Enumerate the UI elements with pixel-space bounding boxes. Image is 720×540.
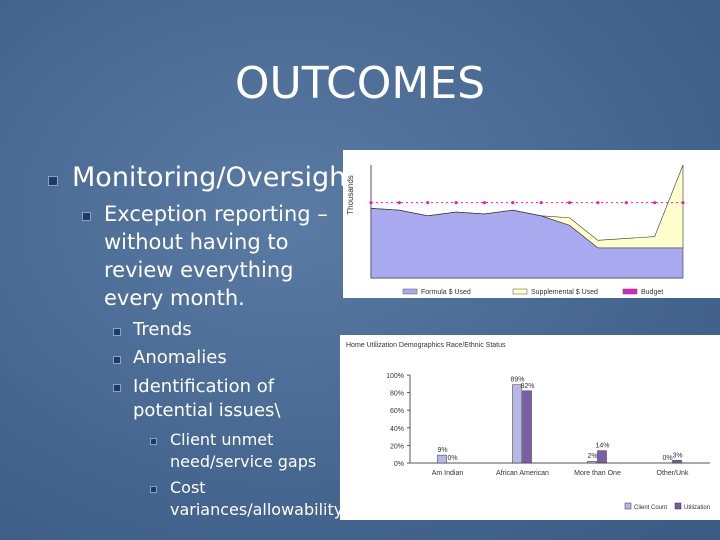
data-label: 14%: [595, 443, 609, 450]
legend-swatch: [402, 288, 418, 295]
data-label: 2%: [587, 453, 597, 460]
chart-title: Home Utilization Demographics Race/Ethni…: [346, 342, 506, 349]
legend-swatch: [512, 288, 528, 295]
bullet: Identification of potential issues\: [133, 376, 281, 421]
y-tick-label: 40%: [390, 426, 404, 433]
legend-label: Client Count: [634, 505, 667, 511]
point: [567, 201, 572, 205]
bullet: Trends: [133, 319, 192, 340]
data-label: 89%: [510, 377, 524, 384]
point: [454, 201, 458, 205]
chart-bar: Home Utilization Demographics Race/Ethni…: [340, 335, 720, 520]
legend-label: Supplemental $ Used: [531, 289, 598, 296]
bullet-marker: [150, 438, 157, 445]
x-tick-label: Am Indian: [432, 470, 464, 477]
y-tick-label: 100%: [386, 373, 404, 380]
point: [482, 201, 487, 205]
data-label: 9%: [437, 447, 447, 454]
legend-swatch: [674, 502, 682, 510]
data-label: 0%: [662, 455, 672, 462]
chart-area: Thousands Formula $ Used Supplemental $ U…: [343, 150, 720, 298]
bullet: Cost variances/allowability: [170, 478, 344, 519]
area: [370, 164, 684, 249]
x-tick-label: Other/Unk: [657, 470, 689, 477]
bullet: Exception reporting – without having to …: [104, 202, 328, 310]
y-axis-label: Thousands: [346, 175, 355, 215]
y-tick-label: 80%: [390, 391, 404, 398]
legend-label: Budget: [641, 289, 663, 296]
point: [511, 201, 515, 205]
bullet: Monitoring/Oversight: [72, 162, 357, 193]
point: [653, 201, 657, 205]
data-label: 82%: [520, 383, 534, 390]
y-tick-label: 60%: [390, 408, 404, 415]
bar: [437, 454, 447, 464]
bar: [672, 460, 682, 464]
bullet: Client unmet need/service gaps: [170, 430, 317, 471]
slide-title: OUTCOMES: [234, 58, 486, 109]
point: [426, 201, 430, 205]
bullet-marker: [113, 328, 121, 336]
bar: [512, 384, 522, 464]
data-label: 0%: [447, 455, 457, 462]
y-tick-label: 20%: [390, 443, 404, 450]
bullet-marker: [113, 356, 121, 364]
bullet-marker: [82, 212, 91, 221]
bullet-marker: [48, 176, 58, 186]
point: [539, 201, 543, 205]
legend-swatch: [624, 502, 632, 510]
x-tick-label: African American: [496, 470, 549, 477]
y-tick-label: 0%: [394, 461, 404, 468]
point: [369, 201, 373, 205]
legend-swatch: [622, 288, 638, 295]
legend-label: Formula $ Used: [421, 289, 471, 296]
bullet-marker: [113, 384, 121, 392]
bar: [522, 390, 532, 464]
bar: [587, 460, 597, 464]
point: [397, 201, 401, 205]
legend-label: Utilization: [684, 505, 710, 511]
x-tick-label: More than One: [574, 470, 621, 477]
point: [624, 201, 628, 205]
bullet-marker: [150, 486, 157, 493]
bullet: Anomalies: [133, 347, 227, 368]
data-label: 3%: [672, 452, 682, 459]
point: [596, 201, 600, 205]
bar: [597, 450, 607, 464]
point: [681, 201, 685, 205]
